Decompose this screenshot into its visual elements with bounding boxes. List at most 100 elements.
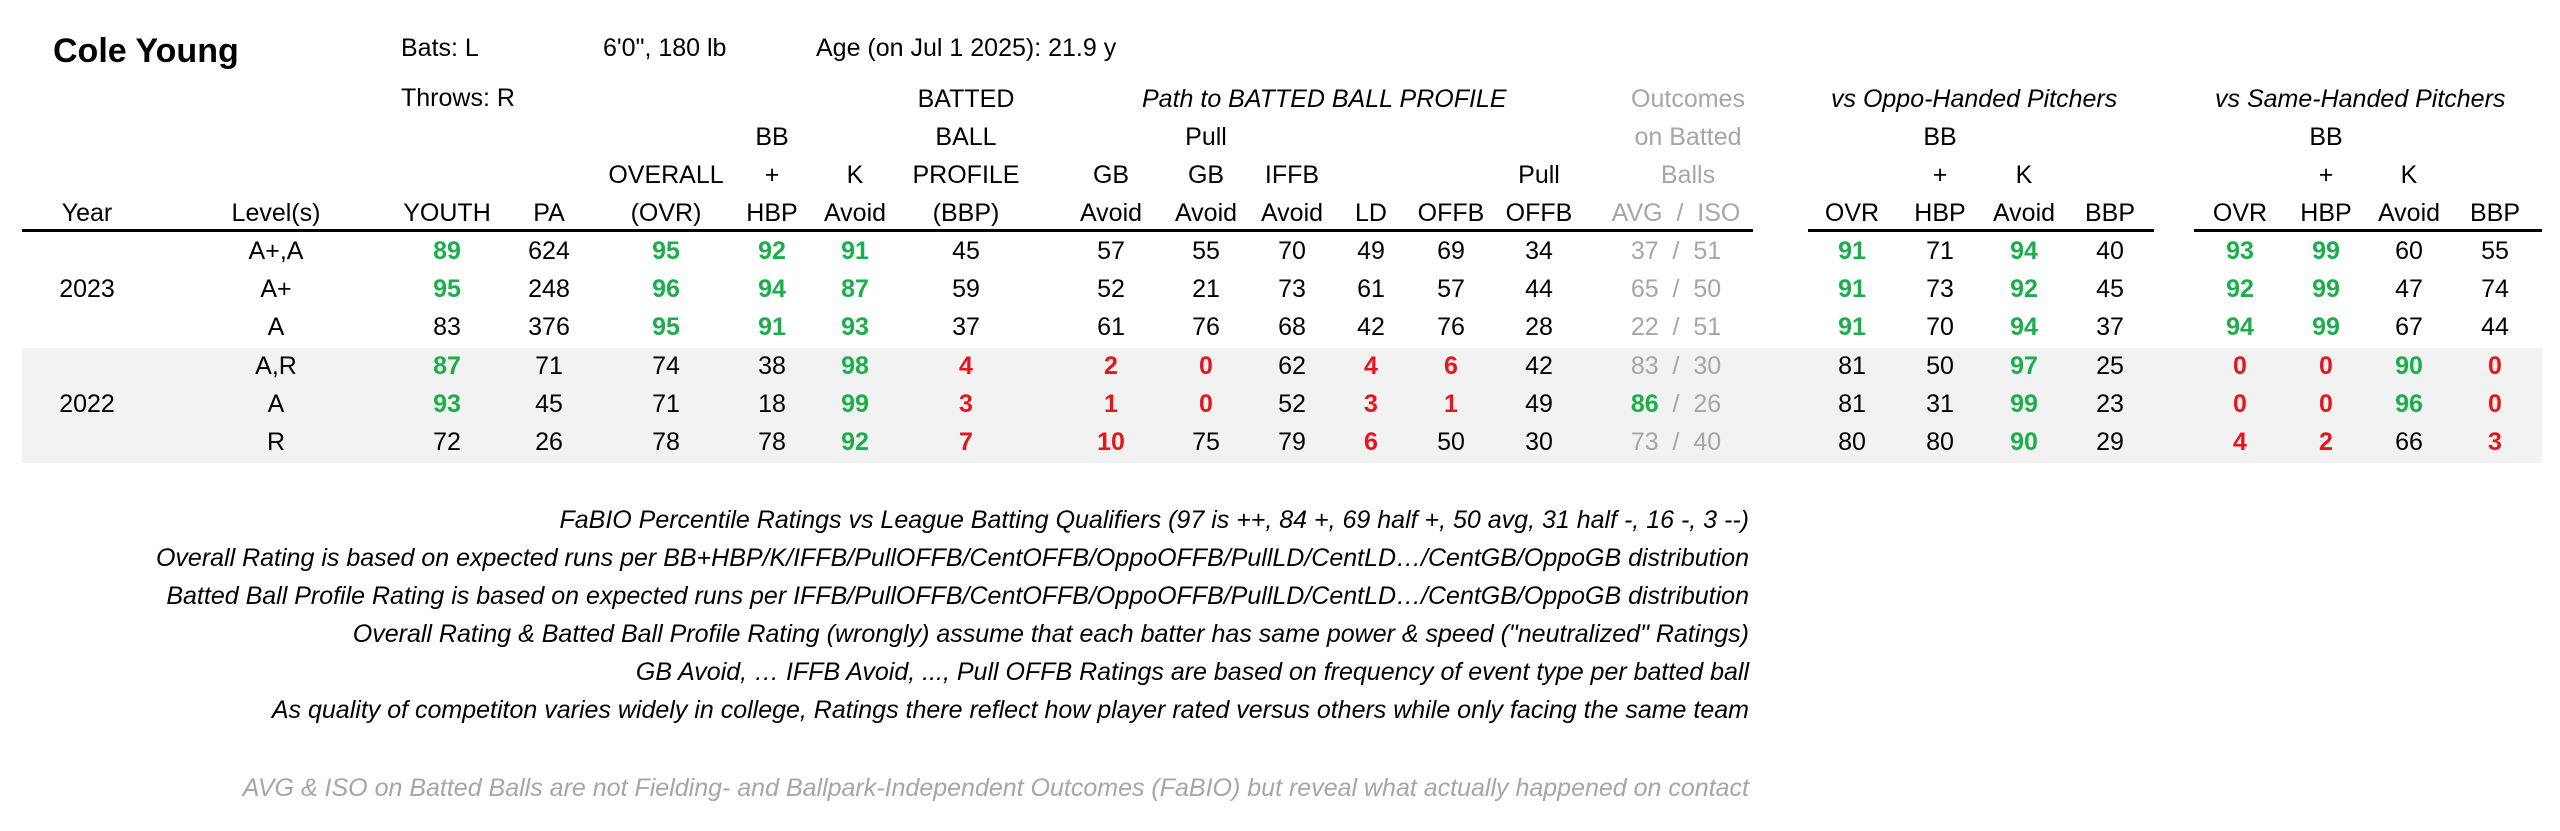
cell-avg: 22 — [1630, 313, 1659, 341]
cell-s-k: 60 — [2395, 237, 2423, 265]
cell-o-bbp: 37 — [2096, 313, 2124, 341]
cell-level: A+ — [260, 275, 292, 303]
cell-o-bb: 50 — [1926, 352, 1954, 380]
cell-s-ovr: 94 — [2226, 313, 2254, 341]
cell-ld: 6 — [1364, 428, 1378, 456]
cell-o-ovr: 91 — [1838, 237, 1866, 265]
col-gbavoid-line-2: Avoid — [1079, 199, 1143, 227]
cell-o-k: 99 — [2010, 390, 2038, 418]
cell-ovr: 78 — [652, 428, 680, 456]
col-oppo-bbhbp-line-3: HBP — [1914, 199, 1966, 227]
cell-iffb: 70 — [1278, 237, 1306, 265]
col-same-bbhbp-line-1: BB — [2309, 123, 2343, 151]
cell-s-ovr: 92 — [2226, 275, 2254, 303]
col-ovr: OVERALL (OVR) — [608, 156, 723, 232]
cell-youth: 95 — [433, 275, 461, 303]
cell-o-bb: 73 — [1926, 275, 1954, 303]
col-oppo-k: K Avoid — [1993, 156, 2055, 232]
cell-s-bbp: 74 — [2481, 275, 2509, 303]
player-name: Cole Young — [53, 32, 239, 70]
cell-year: 2022 — [59, 390, 115, 418]
cell-kavoid: 99 — [841, 390, 869, 418]
cell-o-bb: 80 — [1926, 428, 1954, 456]
cell-pullgb: 55 — [1192, 237, 1220, 265]
col-same-bbhbp-line-3: HBP — [2300, 199, 2352, 227]
cell-ovr: 71 — [652, 390, 680, 418]
col-same-bbhbp-line-2: + — [2318, 161, 2334, 189]
path-header: Path to BATTED BALL PROFILE — [1142, 85, 1507, 113]
col-pullgb: Pull GB Avoid — [1175, 118, 1237, 232]
cell-avg: 37 — [1630, 237, 1659, 265]
col-offb: OFFB — [1417, 199, 1485, 227]
col-oppo-bbhbp: BB + HBP — [1914, 118, 1965, 232]
cell-offb: 50 — [1437, 428, 1465, 456]
cell-youth: 93 — [433, 390, 461, 418]
col-oppo-ovr: OVR — [1824, 199, 1880, 227]
cell-ovr: 95 — [652, 313, 680, 341]
cell-s-bbp: 55 — [2481, 237, 2509, 265]
cell-iso: 26 — [1693, 390, 1722, 418]
cell-youth: 83 — [433, 313, 461, 341]
cell-avg-iso: 22 / 51 — [1631, 313, 1721, 342]
col-kavoid-line-1: K — [846, 161, 864, 189]
col-gbavoid-line-1: GB — [1092, 161, 1130, 189]
col-oppo-k-line-1: K — [2015, 161, 2033, 189]
col-bbhbp-line-2: + — [764, 161, 780, 189]
cell-s-k: 90 — [2395, 352, 2423, 380]
cell-bbp: 37 — [952, 313, 980, 341]
cell-bbhbp: 92 — [758, 237, 786, 265]
cell-ovr: 96 — [652, 275, 680, 303]
cell-s-k: 66 — [2395, 428, 2423, 456]
cell-iso: 50 — [1693, 275, 1722, 303]
col-pulloffb-line-1: Pull — [1518, 161, 1560, 189]
age-label: Age (on Jul 1 2025): 21.9 y — [816, 34, 1117, 62]
col-iffb-line-2: Avoid — [1260, 199, 1324, 227]
cell-offb: 69 — [1437, 237, 1465, 265]
cell-pa: 248 — [528, 275, 570, 303]
cell-youth: 72 — [433, 428, 461, 456]
cell-offb: 6 — [1444, 352, 1458, 380]
col-bbp-line-4: (BBP) — [932, 199, 1000, 227]
cell-o-ovr: 80 — [1838, 428, 1866, 456]
cell-o-bb: 70 — [1926, 313, 1954, 341]
cell-ovr: 74 — [652, 352, 680, 380]
cell-s-ovr: 4 — [2233, 428, 2247, 456]
cell-level: A — [267, 390, 285, 418]
outcomes-line-2: on Batted — [1634, 123, 1742, 151]
avg-iso-separator: / — [1658, 428, 1694, 456]
col-bbhbp: BB + HBP — [746, 118, 797, 232]
cell-gbavoid: 52 — [1097, 275, 1125, 303]
col-ovr-line-2: (OVR) — [630, 199, 702, 227]
cell-iso: 40 — [1693, 428, 1722, 456]
cell-s-bb: 99 — [2312, 237, 2340, 265]
cell-avg-iso: 86 / 26 — [1631, 390, 1721, 419]
cell-o-k: 94 — [2010, 313, 2038, 341]
footnote: AVG & ISO on Batted Balls are not Fieldi… — [242, 774, 1749, 802]
header-rule-same — [2194, 229, 2542, 232]
header-rule-oppo — [1808, 229, 2154, 232]
cell-avg-iso: 83 / 30 — [1631, 352, 1721, 381]
cell-pullgb: 75 — [1192, 428, 1220, 456]
cell-ld: 49 — [1357, 237, 1385, 265]
outcomes-line-3: Balls — [1660, 161, 1716, 189]
cell-ld: 42 — [1357, 313, 1385, 341]
col-bbhbp-line-1: BB — [755, 123, 789, 151]
col-same-ovr: OVR — [2212, 199, 2268, 227]
outcomes-header: Outcomes on Batted Balls — [1631, 80, 1745, 194]
cell-o-bb: 31 — [1926, 390, 1954, 418]
col-same-bbp: BBP — [2469, 199, 2521, 227]
col-bbhbp-line-3: HBP — [746, 199, 798, 227]
cell-avg: 86 — [1630, 390, 1659, 418]
cell-o-k: 92 — [2010, 275, 2038, 303]
cell-iso: 51 — [1693, 313, 1722, 341]
col-oppo-bbp: BBP — [2084, 199, 2136, 227]
cell-ld: 4 — [1364, 352, 1378, 380]
avg-iso-separator: / — [1658, 390, 1694, 418]
outcomes-line-1: Outcomes — [1631, 85, 1745, 113]
col-pullgb-line-3: Avoid — [1174, 199, 1238, 227]
cell-iffb: 52 — [1278, 390, 1306, 418]
cell-level: A,R — [255, 352, 297, 380]
cell-bbp: 4 — [959, 352, 973, 380]
cell-pullgb: 0 — [1199, 352, 1213, 380]
cell-ld: 61 — [1357, 275, 1385, 303]
